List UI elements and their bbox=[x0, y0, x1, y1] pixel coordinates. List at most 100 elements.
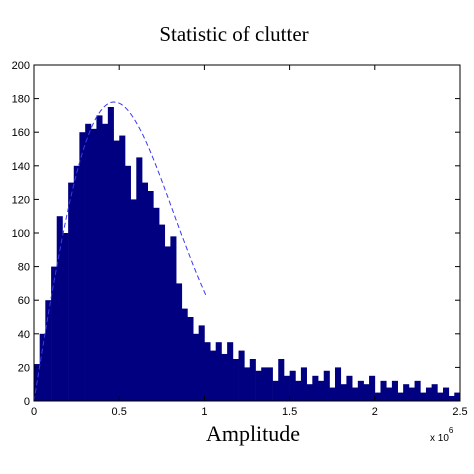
histogram-bar bbox=[113, 140, 120, 401]
y-tick-label: 80 bbox=[18, 262, 30, 274]
histogram-bar bbox=[210, 350, 217, 401]
histogram-bar bbox=[232, 359, 239, 401]
x-tick-label: 1.5 bbox=[282, 406, 297, 418]
histogram-bar bbox=[312, 375, 319, 401]
histogram-bar bbox=[68, 182, 75, 401]
histogram-bar bbox=[198, 325, 205, 401]
fit-curve bbox=[33, 101, 207, 402]
histogram-bar bbox=[124, 165, 131, 401]
histogram-bar bbox=[181, 308, 188, 401]
histogram-bar bbox=[357, 380, 364, 401]
x-axis: 0 0.5 1 1.5 2 2.5 bbox=[31, 65, 468, 418]
x-axis-exponent-power: 6 bbox=[449, 426, 454, 435]
histogram-bar bbox=[147, 191, 154, 401]
histogram-bar bbox=[141, 182, 148, 401]
histogram-bar bbox=[352, 387, 359, 401]
y-tick-label: 100 bbox=[12, 228, 30, 240]
histogram-bar bbox=[323, 370, 330, 401]
histogram-bar bbox=[391, 380, 398, 401]
histogram-bar bbox=[176, 283, 183, 401]
histogram-bar bbox=[96, 115, 103, 402]
histogram-bar bbox=[443, 387, 450, 401]
histogram-bar bbox=[397, 392, 404, 401]
histogram-bar bbox=[255, 370, 262, 401]
histogram-bar bbox=[56, 216, 63, 401]
histogram-bar bbox=[130, 199, 137, 401]
y-axis: 0 20 40 60 80 100 120 140 160 180 200 bbox=[12, 60, 460, 408]
histogram-bar bbox=[62, 233, 69, 401]
y-tick-label: 60 bbox=[18, 295, 30, 307]
histogram-bar bbox=[369, 375, 376, 401]
histogram-bar bbox=[215, 342, 222, 401]
histogram-bar bbox=[408, 387, 416, 401]
histogram-bar bbox=[420, 392, 427, 401]
histogram-bar bbox=[300, 367, 307, 401]
histogram-bar bbox=[437, 392, 444, 401]
chart-title: Statistic of clutter bbox=[159, 22, 308, 46]
histogram-bar bbox=[164, 246, 171, 401]
histogram-bar bbox=[363, 384, 370, 401]
histogram-bar bbox=[204, 342, 211, 401]
histogram-bar bbox=[425, 387, 433, 401]
histogram-bar bbox=[261, 367, 268, 401]
histogram-bar bbox=[51, 266, 58, 401]
histogram-bar bbox=[158, 224, 166, 401]
histogram-bar bbox=[244, 367, 251, 401]
x-tick-label: 2.5 bbox=[452, 406, 467, 418]
histogram-bar bbox=[193, 333, 200, 401]
histogram-bar bbox=[266, 367, 273, 401]
y-tick-label: 140 bbox=[12, 161, 30, 173]
histogram-bar bbox=[73, 165, 80, 401]
x-axis-exponent: x 106 bbox=[430, 426, 454, 444]
x-axis-label: Amplitude bbox=[206, 421, 300, 446]
histogram-bar bbox=[329, 387, 336, 401]
histogram-bar bbox=[414, 380, 421, 401]
y-tick-label: 0 bbox=[24, 396, 30, 408]
histogram-bar bbox=[317, 380, 325, 401]
histogram-bar bbox=[380, 380, 387, 401]
y-tick-label: 20 bbox=[18, 362, 30, 374]
histogram-bar bbox=[306, 384, 313, 401]
histogram-bar bbox=[272, 380, 279, 401]
histogram-bar bbox=[454, 392, 461, 401]
histogram-bar bbox=[295, 380, 302, 401]
histogram-bar bbox=[227, 342, 234, 401]
x-tick-label: 1 bbox=[201, 406, 207, 418]
histogram-bar bbox=[403, 384, 410, 401]
histogram-bar bbox=[346, 375, 353, 401]
histogram-bar bbox=[90, 128, 97, 401]
histogram-bar bbox=[39, 333, 46, 401]
histogram-bar bbox=[45, 300, 52, 401]
histogram-bar bbox=[278, 359, 285, 401]
histogram-bar bbox=[136, 157, 143, 401]
histogram-bar bbox=[431, 384, 438, 401]
histogram-bar bbox=[170, 236, 177, 401]
histogram-bar bbox=[334, 367, 342, 401]
y-tick-label: 120 bbox=[12, 194, 30, 206]
histogram-bar bbox=[187, 317, 194, 401]
histogram-bar bbox=[119, 135, 126, 401]
histogram-bars bbox=[34, 107, 461, 402]
histogram-bar bbox=[374, 392, 381, 401]
histogram-bar bbox=[448, 395, 455, 401]
histogram-bar bbox=[102, 123, 109, 402]
histogram-bar bbox=[283, 375, 290, 401]
x-tick-label: 0.5 bbox=[112, 406, 127, 418]
y-tick-label: 180 bbox=[12, 94, 30, 106]
histogram-bar bbox=[85, 123, 92, 402]
histogram-bar bbox=[221, 353, 228, 401]
histogram-bar bbox=[340, 384, 347, 401]
histogram-bar bbox=[386, 387, 393, 401]
y-tick-label: 40 bbox=[18, 329, 30, 341]
y-tick-label: 200 bbox=[12, 60, 30, 72]
x-tick-label: 0 bbox=[31, 406, 37, 418]
histogram-bar bbox=[249, 359, 256, 401]
histogram-bar bbox=[153, 207, 160, 401]
histogram-bar bbox=[107, 107, 114, 401]
y-tick-label: 160 bbox=[12, 127, 30, 139]
x-tick-label: 2 bbox=[372, 406, 378, 418]
histogram-bar bbox=[238, 350, 245, 401]
x-axis-exponent-base: x 10 bbox=[430, 433, 449, 444]
histogram-bar bbox=[289, 370, 296, 401]
